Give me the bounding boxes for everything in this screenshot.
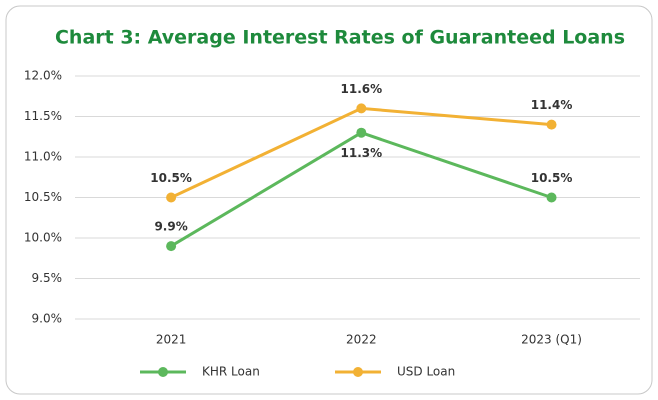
chart-frame (5, 5, 653, 395)
point (546, 192, 557, 203)
data-label: 10.5% (531, 171, 573, 185)
data-label: 11.3% (341, 146, 383, 160)
y-tick-label: 9.5% (32, 271, 63, 285)
y-tick-label: 10.5% (24, 190, 62, 204)
chart-title: Chart 3: Average Interest Rates of Guara… (55, 27, 625, 49)
point (356, 127, 367, 138)
data-label: 9.9% (154, 220, 187, 234)
data-label: 11.6% (341, 82, 383, 96)
point (356, 103, 367, 114)
point (166, 192, 177, 203)
legend-label: USD Loan (397, 365, 455, 379)
legend-marker (158, 367, 168, 377)
data-label: 11.4% (531, 98, 573, 112)
y-tick-label: 11.5% (24, 109, 62, 123)
y-tick-label: 10.0% (24, 231, 62, 245)
x-tick-label: 2023 (Q1) (521, 333, 582, 347)
y-tick-label: 11.0% (24, 150, 62, 164)
x-tick-label: 2022 (346, 333, 377, 347)
point (546, 119, 557, 130)
legend-marker (353, 367, 363, 377)
x-tick-label: 2021 (156, 333, 187, 347)
y-tick-label: 9.0% (32, 312, 63, 326)
legend-label: KHR Loan (202, 365, 260, 379)
point (166, 241, 177, 252)
y-tick-label: 12.0% (24, 69, 62, 83)
data-label: 10.5% (150, 171, 192, 185)
